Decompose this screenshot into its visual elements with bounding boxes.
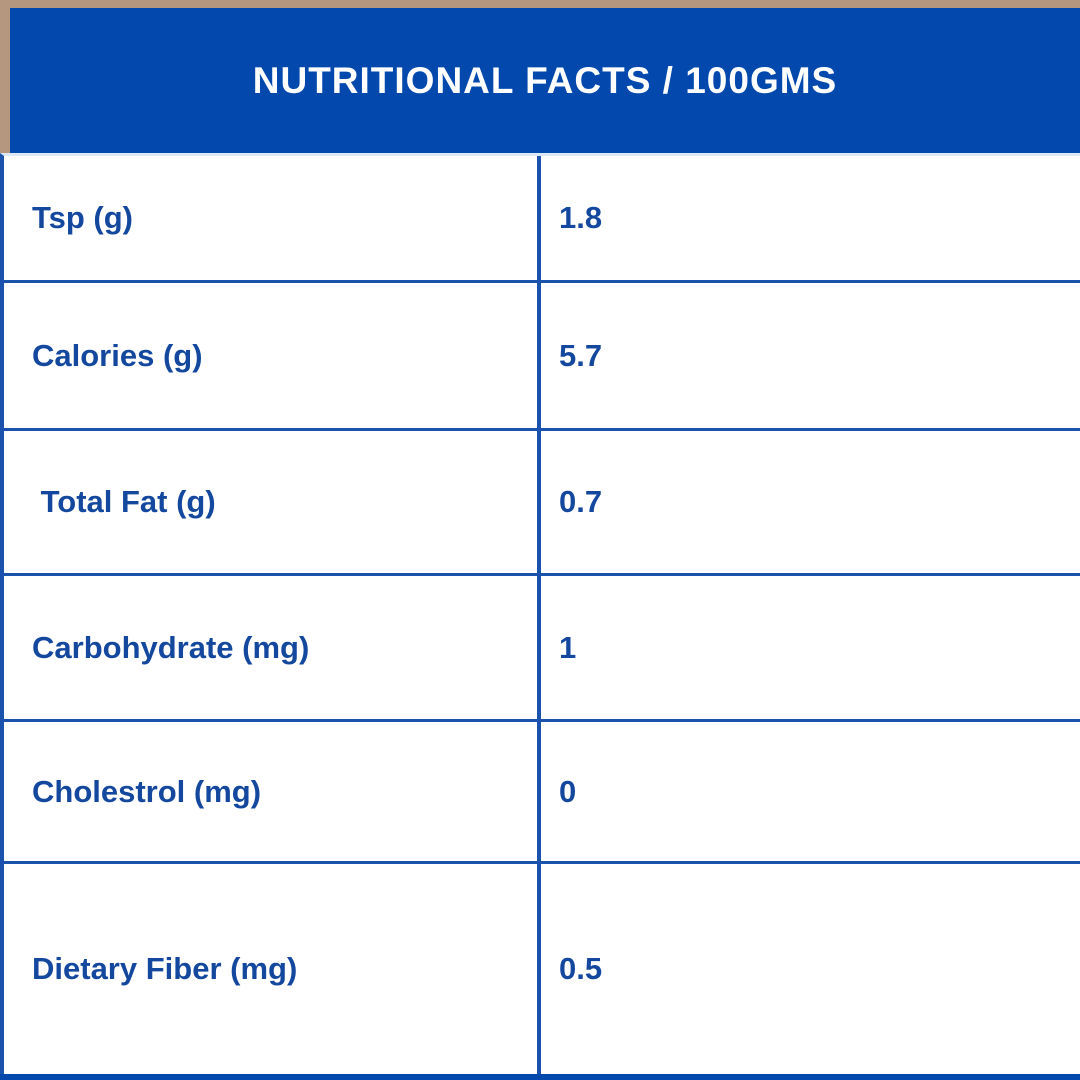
row-label: Dietary Fiber (mg): [32, 951, 298, 986]
row-value: 1: [537, 576, 1080, 719]
table-row-dietary-fiber: Dietary Fiber (mg) 0.5: [4, 864, 1080, 1074]
row-value: 0.5: [537, 864, 1080, 1074]
table-row-calories: Calories (g) 5.7: [4, 283, 1080, 431]
bottom-accent-bar: [0, 1074, 1080, 1080]
row-value: 1.8: [537, 156, 1080, 280]
row-label: Carbohydrate (mg): [32, 629, 310, 665]
table-row-total-fat: Total Fat (g) 0.7: [4, 431, 1080, 576]
nutrition-table: Tsp (g) 1.8 Calories (g) 5.7 Total Fat (…: [0, 153, 1080, 1074]
row-label: Calories (g): [32, 337, 203, 373]
table-row-carbohydrate: Carbohydrate (mg) 1: [4, 576, 1080, 722]
row-label: Cholestrol (mg): [32, 773, 262, 809]
table-row-cholestrol: Cholestrol (mg) 0: [4, 722, 1080, 864]
row-label: Total Fat (g): [32, 484, 216, 519]
header-banner: NUTRITIONAL FACTS / 100GMS: [0, 0, 1080, 153]
row-value: 0: [537, 722, 1080, 861]
header-banner-inner: NUTRITIONAL FACTS / 100GMS: [10, 8, 1080, 153]
row-label: Tsp (g): [32, 200, 134, 235]
row-value: 0.7: [537, 431, 1080, 573]
table-row-tsp: Tsp (g) 1.8: [4, 156, 1080, 283]
page-title: NUTRITIONAL FACTS / 100GMS: [252, 59, 838, 101]
row-value: 5.7: [537, 283, 1080, 428]
